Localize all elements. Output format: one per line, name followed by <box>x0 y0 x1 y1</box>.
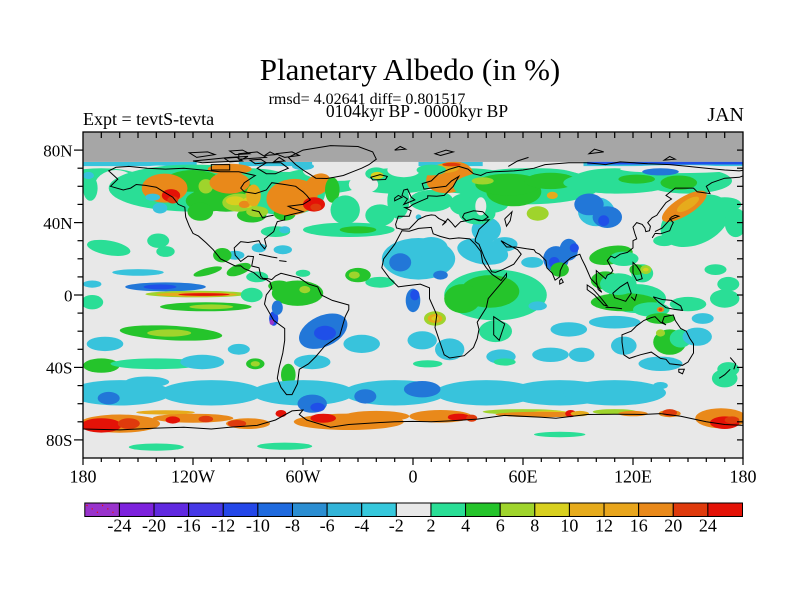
svg-text:-10: -10 <box>246 516 270 536</box>
svg-text:Expt = tevtS-tevta: Expt = tevtS-tevta <box>83 109 214 129</box>
svg-text:-2: -2 <box>389 516 404 536</box>
svg-text:10: 10 <box>560 516 578 536</box>
svg-text:80S: 80S <box>46 431 72 450</box>
svg-text:24: 24 <box>699 516 717 536</box>
svg-text:12: 12 <box>595 516 613 536</box>
svg-text:0104kyr BP - 0000kyr BP: 0104kyr BP - 0000kyr BP <box>326 101 508 121</box>
svg-text:2: 2 <box>427 516 436 536</box>
svg-text:4: 4 <box>461 516 470 536</box>
svg-text:60E: 60E <box>509 467 538 487</box>
svg-text:Planetary Albedo (in %): Planetary Albedo (in %) <box>260 52 560 87</box>
svg-text:-20: -20 <box>142 516 166 536</box>
svg-text:0: 0 <box>64 286 73 305</box>
svg-text:JAN: JAN <box>707 104 744 126</box>
svg-text:120W: 120W <box>171 467 215 487</box>
svg-text:60W: 60W <box>286 467 321 487</box>
svg-text:80N: 80N <box>43 141 72 160</box>
svg-text:-4: -4 <box>354 516 369 536</box>
svg-text:6: 6 <box>496 516 505 536</box>
svg-text:-16: -16 <box>177 516 201 536</box>
svg-text:180: 180 <box>730 467 757 487</box>
svg-text:-6: -6 <box>320 516 335 536</box>
svg-text:-12: -12 <box>211 516 235 536</box>
svg-text:-24: -24 <box>107 516 131 536</box>
svg-text:16: 16 <box>630 516 648 536</box>
svg-text:0: 0 <box>409 467 418 487</box>
svg-text:120E: 120E <box>614 467 652 487</box>
svg-text:rmsd= 4.02641 diff= 0.801517: rmsd= 4.02641 diff= 0.801517 <box>269 91 466 108</box>
svg-text:-8: -8 <box>285 516 300 536</box>
svg-text:40N: 40N <box>43 214 72 233</box>
svg-text:40S: 40S <box>46 359 72 378</box>
svg-text:20: 20 <box>664 516 682 536</box>
svg-text:8: 8 <box>530 516 539 536</box>
svg-text:180: 180 <box>70 467 97 487</box>
